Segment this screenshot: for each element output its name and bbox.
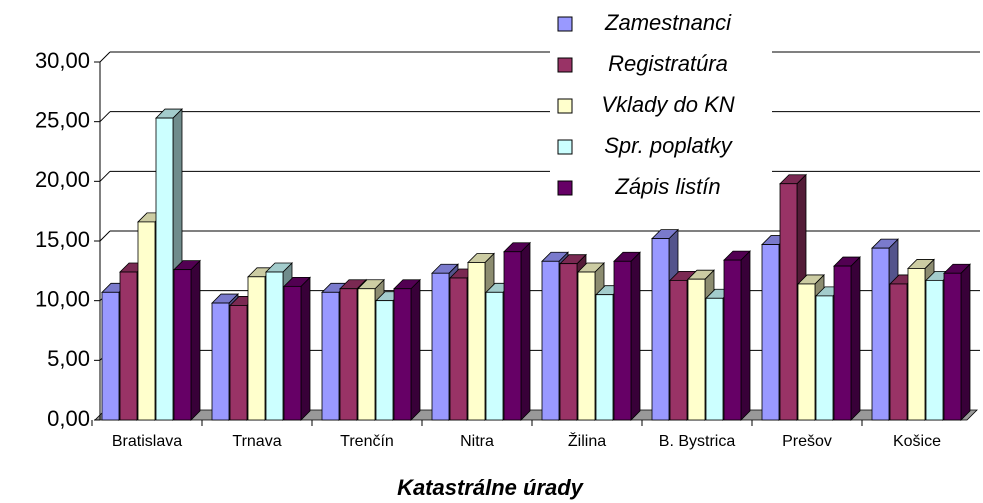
legend-label: Vklady do KN <box>601 92 734 117</box>
bar <box>393 288 412 421</box>
grid-line <box>99 230 111 242</box>
x-axis-title: Katastrálne úrady <box>397 475 585 500</box>
x-tick-label: B. Bystrica <box>659 433 736 450</box>
legend-swatch <box>557 16 573 32</box>
bar <box>687 278 706 421</box>
bar <box>503 251 522 421</box>
bar <box>283 285 302 421</box>
x-tick-label: Trnava <box>232 433 281 450</box>
bar <box>485 291 504 421</box>
x-tick-label: Bratislava <box>112 433 182 450</box>
bar <box>137 221 156 421</box>
bar <box>449 277 468 421</box>
bar <box>211 302 230 421</box>
bar-side <box>630 251 641 421</box>
bar <box>833 265 852 421</box>
bar <box>357 288 376 421</box>
legend-label: Zápis listín <box>614 174 720 199</box>
legend-label: Registratúra <box>608 51 728 76</box>
legend-swatch <box>557 98 573 114</box>
bar <box>577 271 596 421</box>
legend-box <box>550 5 772 217</box>
bar-side <box>740 250 751 421</box>
bar <box>779 183 798 421</box>
legend-label: Spr. poplatky <box>604 133 734 158</box>
y-tick-label: 15,00 <box>35 227 90 252</box>
y-tick-label: 0,00 <box>47 406 90 431</box>
bar <box>101 291 120 421</box>
grid-line <box>99 51 111 63</box>
bar <box>559 263 578 421</box>
x-tick-label: Žilina <box>568 431 606 450</box>
y-tick-label: 5,00 <box>47 346 90 371</box>
bar <box>669 279 688 421</box>
grid-line <box>99 111 111 123</box>
bar <box>265 271 284 421</box>
bar <box>375 300 394 421</box>
bar <box>173 269 192 421</box>
x-tick-label: Košice <box>893 433 941 450</box>
bar <box>431 272 450 421</box>
y-tick-label: 25,00 <box>35 107 90 132</box>
x-tick-label: Nitra <box>460 433 494 450</box>
y-tick-label: 20,00 <box>35 167 90 192</box>
bar-side <box>850 256 861 421</box>
bar-side <box>960 263 971 421</box>
bar <box>339 288 358 421</box>
x-tick-label: Prešov <box>782 433 832 450</box>
bar <box>119 271 138 421</box>
bar-side <box>300 276 311 421</box>
bar-side <box>520 241 531 421</box>
x-tick-label: Trenčín <box>340 433 394 450</box>
legend-swatch <box>557 139 573 155</box>
bar <box>595 294 614 421</box>
y-tick-label: 30,00 <box>35 48 90 73</box>
legend-label: Zamestnanci <box>604 10 732 35</box>
legend-swatch <box>557 180 573 196</box>
bar <box>815 295 834 421</box>
bar <box>797 283 816 421</box>
bar <box>155 117 174 421</box>
bar <box>871 247 890 421</box>
bar <box>651 238 670 421</box>
bar <box>943 272 962 421</box>
legend-swatch <box>557 57 573 73</box>
bar <box>541 260 560 421</box>
bar <box>321 291 340 421</box>
bar <box>247 276 266 421</box>
bar <box>907 268 926 421</box>
bar-side <box>410 278 421 421</box>
bar <box>705 297 724 421</box>
bar <box>229 305 248 421</box>
bar-side <box>190 259 201 421</box>
bar <box>467 262 486 421</box>
grid-line <box>99 170 111 182</box>
y-tick-label: 10,00 <box>35 286 90 311</box>
bar <box>925 279 944 421</box>
bar <box>723 259 742 421</box>
bar <box>761 244 780 421</box>
bar <box>613 260 632 421</box>
bar <box>889 283 908 421</box>
